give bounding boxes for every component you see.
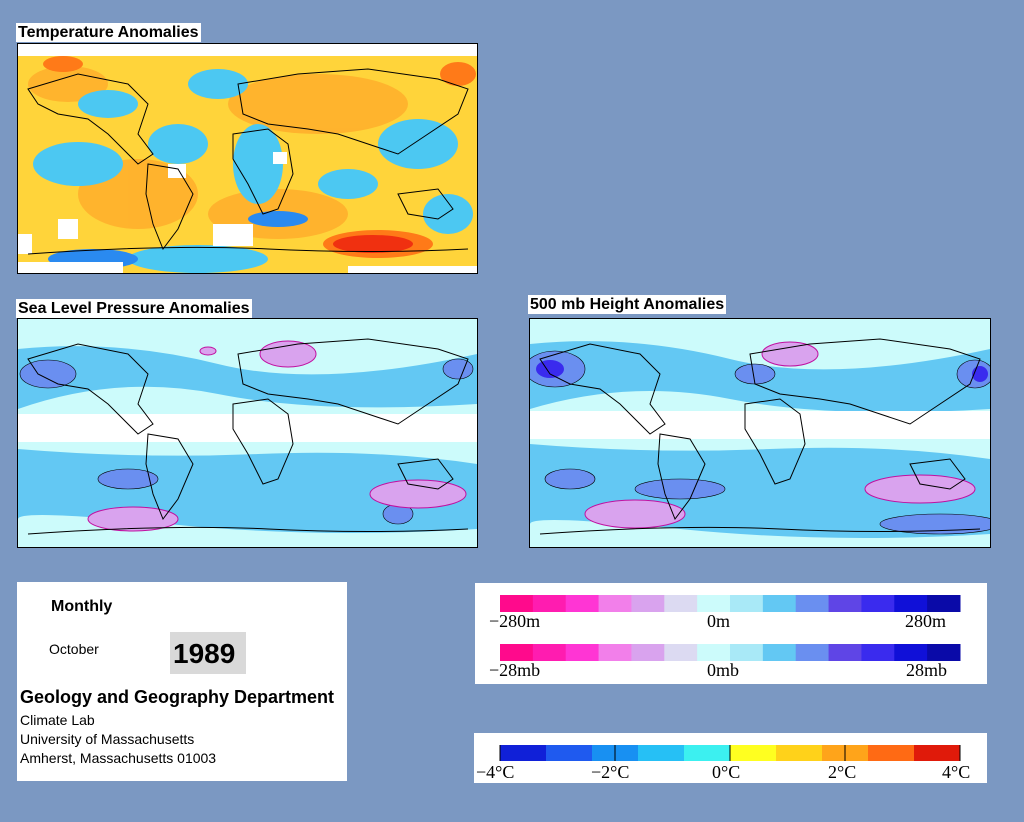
temperature-map-title: Temperature Anomalies — [16, 23, 201, 42]
height-scale-swatch-0 — [500, 595, 534, 612]
pressure-scale-swatch-6 — [697, 644, 731, 661]
lab-label: Climate Lab — [20, 712, 95, 728]
department-label: Geology and Geography Department — [20, 687, 335, 707]
height-scale-swatch-7 — [730, 595, 764, 612]
temperature-scale-swatch-1 — [546, 745, 593, 761]
height-scale-swatch-3 — [598, 595, 632, 612]
pressure-scale-swatch-1 — [532, 644, 567, 661]
pressure-map-title: Sea Level Pressure Anomalies — [16, 299, 252, 318]
height-scale-swatch-9 — [795, 595, 830, 612]
height-scale-min-label: −280m — [489, 611, 540, 631]
temp-scale-label-0: −4°C — [476, 762, 514, 782]
height-scale-swatch-11 — [861, 595, 895, 612]
pressure-scale-swatch-8 — [762, 644, 797, 661]
info-panel: Monthly October 1989 Geology and Geograp… — [17, 582, 347, 781]
month-label: October — [49, 641, 99, 657]
pressure-scale-swatch-7 — [730, 644, 764, 661]
pressure-scale-mid-label: 0mb — [707, 660, 739, 680]
pressure-scale-swatch-9 — [795, 644, 830, 661]
temperature-scale-swatch-4 — [684, 745, 731, 761]
temp-scale-label-4: 4°C — [942, 762, 970, 782]
pressure-scale-swatch-5 — [664, 644, 698, 661]
height-scale-swatch-12 — [894, 595, 928, 612]
temp-scale-label-3: 2°C — [828, 762, 856, 782]
temp-scale-label-2: 0°C — [712, 762, 740, 782]
address-label: Amherst, Massachusetts 01003 — [20, 750, 217, 766]
height-scale-swatch-5 — [664, 595, 698, 612]
sea-level-pressure-map[interactable] — [17, 318, 478, 548]
period-label: Monthly — [51, 598, 113, 615]
pressure-scale-swatch-2 — [565, 644, 600, 661]
temp-scale-label-1: −2°C — [591, 762, 629, 782]
temperature-color-scale — [499, 745, 961, 761]
height-anomaly-map[interactable] — [529, 318, 991, 548]
height-scale-swatch-8 — [762, 595, 797, 612]
temperature-scale-swatch-6 — [776, 745, 823, 761]
height-scale-swatch-2 — [565, 595, 600, 612]
temperature-scale-swatch-5 — [730, 745, 777, 761]
pressure-color-scale — [500, 644, 961, 661]
height-scale-max-label: 280m — [905, 611, 946, 631]
pressure-scale-swatch-13 — [927, 644, 961, 661]
height-scale-swatch-10 — [828, 595, 862, 612]
height-scale-mid-label: 0m — [707, 611, 730, 631]
temperature-anomaly-map[interactable] — [17, 43, 478, 274]
temperature-scale-swatch-9 — [914, 745, 961, 761]
height-color-scale — [500, 595, 961, 612]
pressure-scale-swatch-0 — [500, 644, 534, 661]
pressure-scale-swatch-12 — [894, 644, 928, 661]
year-label: 1989 — [173, 638, 236, 669]
height-map-title: 500 mb Height Anomalies — [528, 295, 727, 314]
university-label: University of Massachusetts — [20, 731, 195, 747]
temperature-legend-panel: −4°C −2°C 0°C 2°C 4°C — [474, 733, 987, 783]
pressure-scale-min-label: −28mb — [489, 660, 540, 680]
pressure-scale-swatch-11 — [861, 644, 895, 661]
height-scale-swatch-1 — [532, 595, 567, 612]
pressure-scale-max-label: 28mb — [906, 660, 947, 680]
height-scale-swatch-13 — [927, 595, 961, 612]
year-box: 1989 — [170, 632, 246, 674]
height-scale-swatch-4 — [631, 595, 665, 612]
temperature-scale-swatch-3 — [638, 745, 685, 761]
height-scale-swatch-6 — [697, 595, 731, 612]
temperature-scale-swatch-8 — [868, 745, 915, 761]
pressure-scale-swatch-4 — [631, 644, 665, 661]
pressure-scale-swatch-3 — [598, 644, 632, 661]
height-pressure-legend-panel: −280m 0m 280m −28mb 0mb 28mb — [475, 583, 987, 684]
pressure-scale-swatch-10 — [828, 644, 862, 661]
temperature-scale-swatch-0 — [500, 745, 547, 761]
